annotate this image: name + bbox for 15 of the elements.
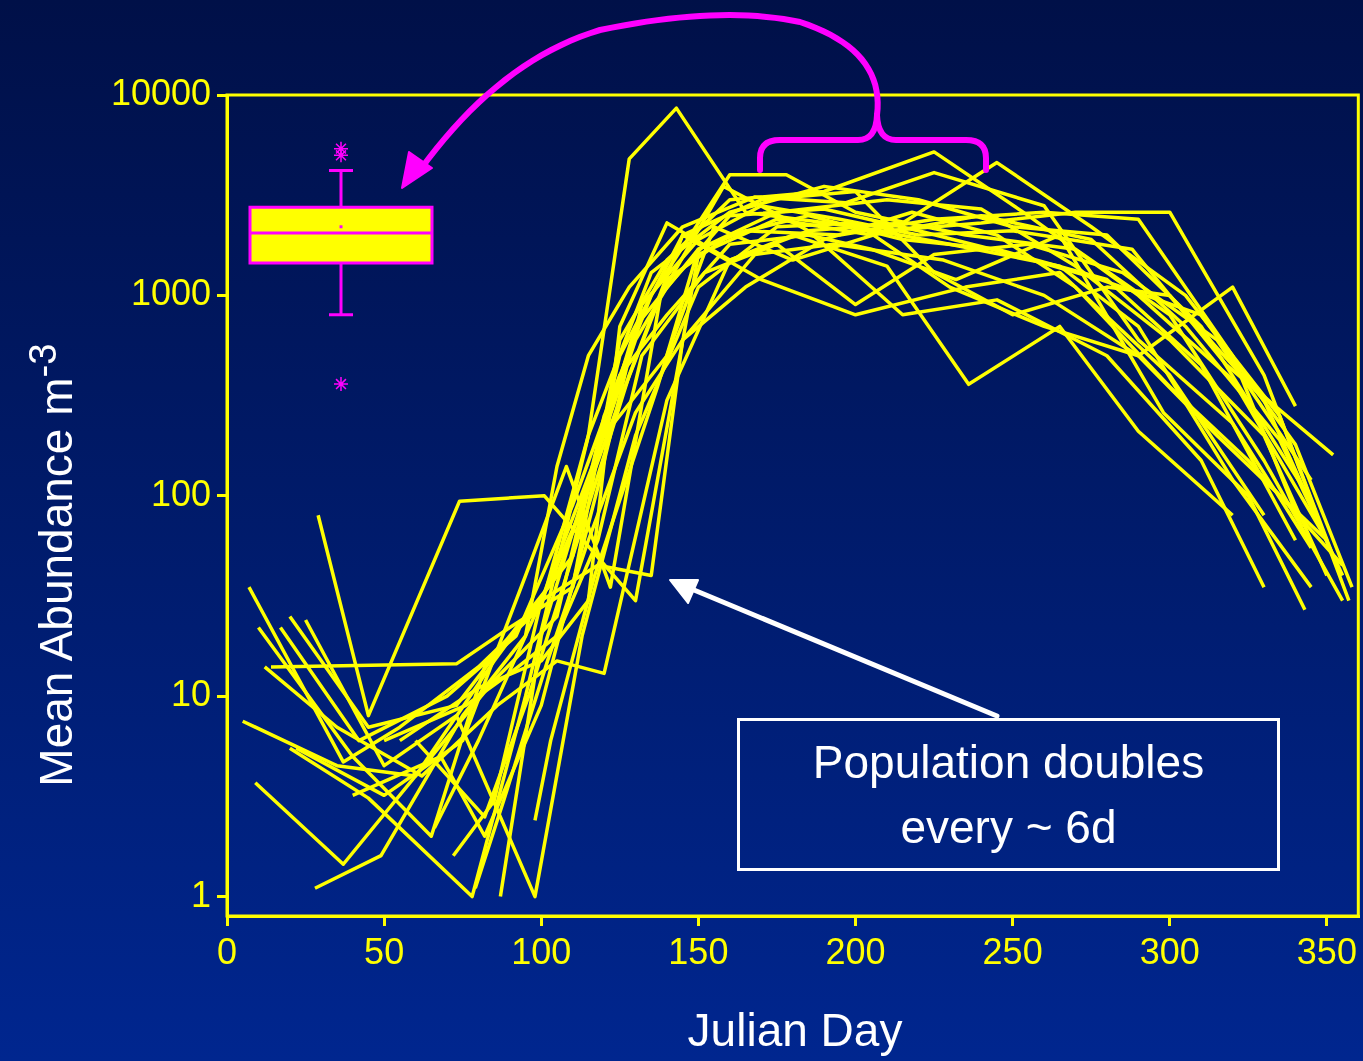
x-tick-label: 300 <box>1139 930 1200 972</box>
y-tick-label: 100 <box>150 472 211 514</box>
x-tick-label: 250 <box>982 930 1043 972</box>
x-axis-title: Julian Day <box>686 1003 904 1057</box>
annotation: Population doubles every ~ 6d <box>737 718 1280 871</box>
x-tick-label: 350 <box>1296 930 1357 972</box>
y-tick-label: 10 <box>170 673 211 715</box>
y-tick-label: 10000 <box>110 71 211 113</box>
y-tick-label: 1000 <box>130 272 211 314</box>
x-tick-label: 0 <box>216 930 238 972</box>
x-tick-label: 150 <box>668 930 729 972</box>
y-tick-label: 1 <box>190 873 211 915</box>
x-tick-label: 50 <box>364 930 405 972</box>
x-tick-label: 100 <box>511 930 572 972</box>
x-tick-label: 200 <box>825 930 886 972</box>
